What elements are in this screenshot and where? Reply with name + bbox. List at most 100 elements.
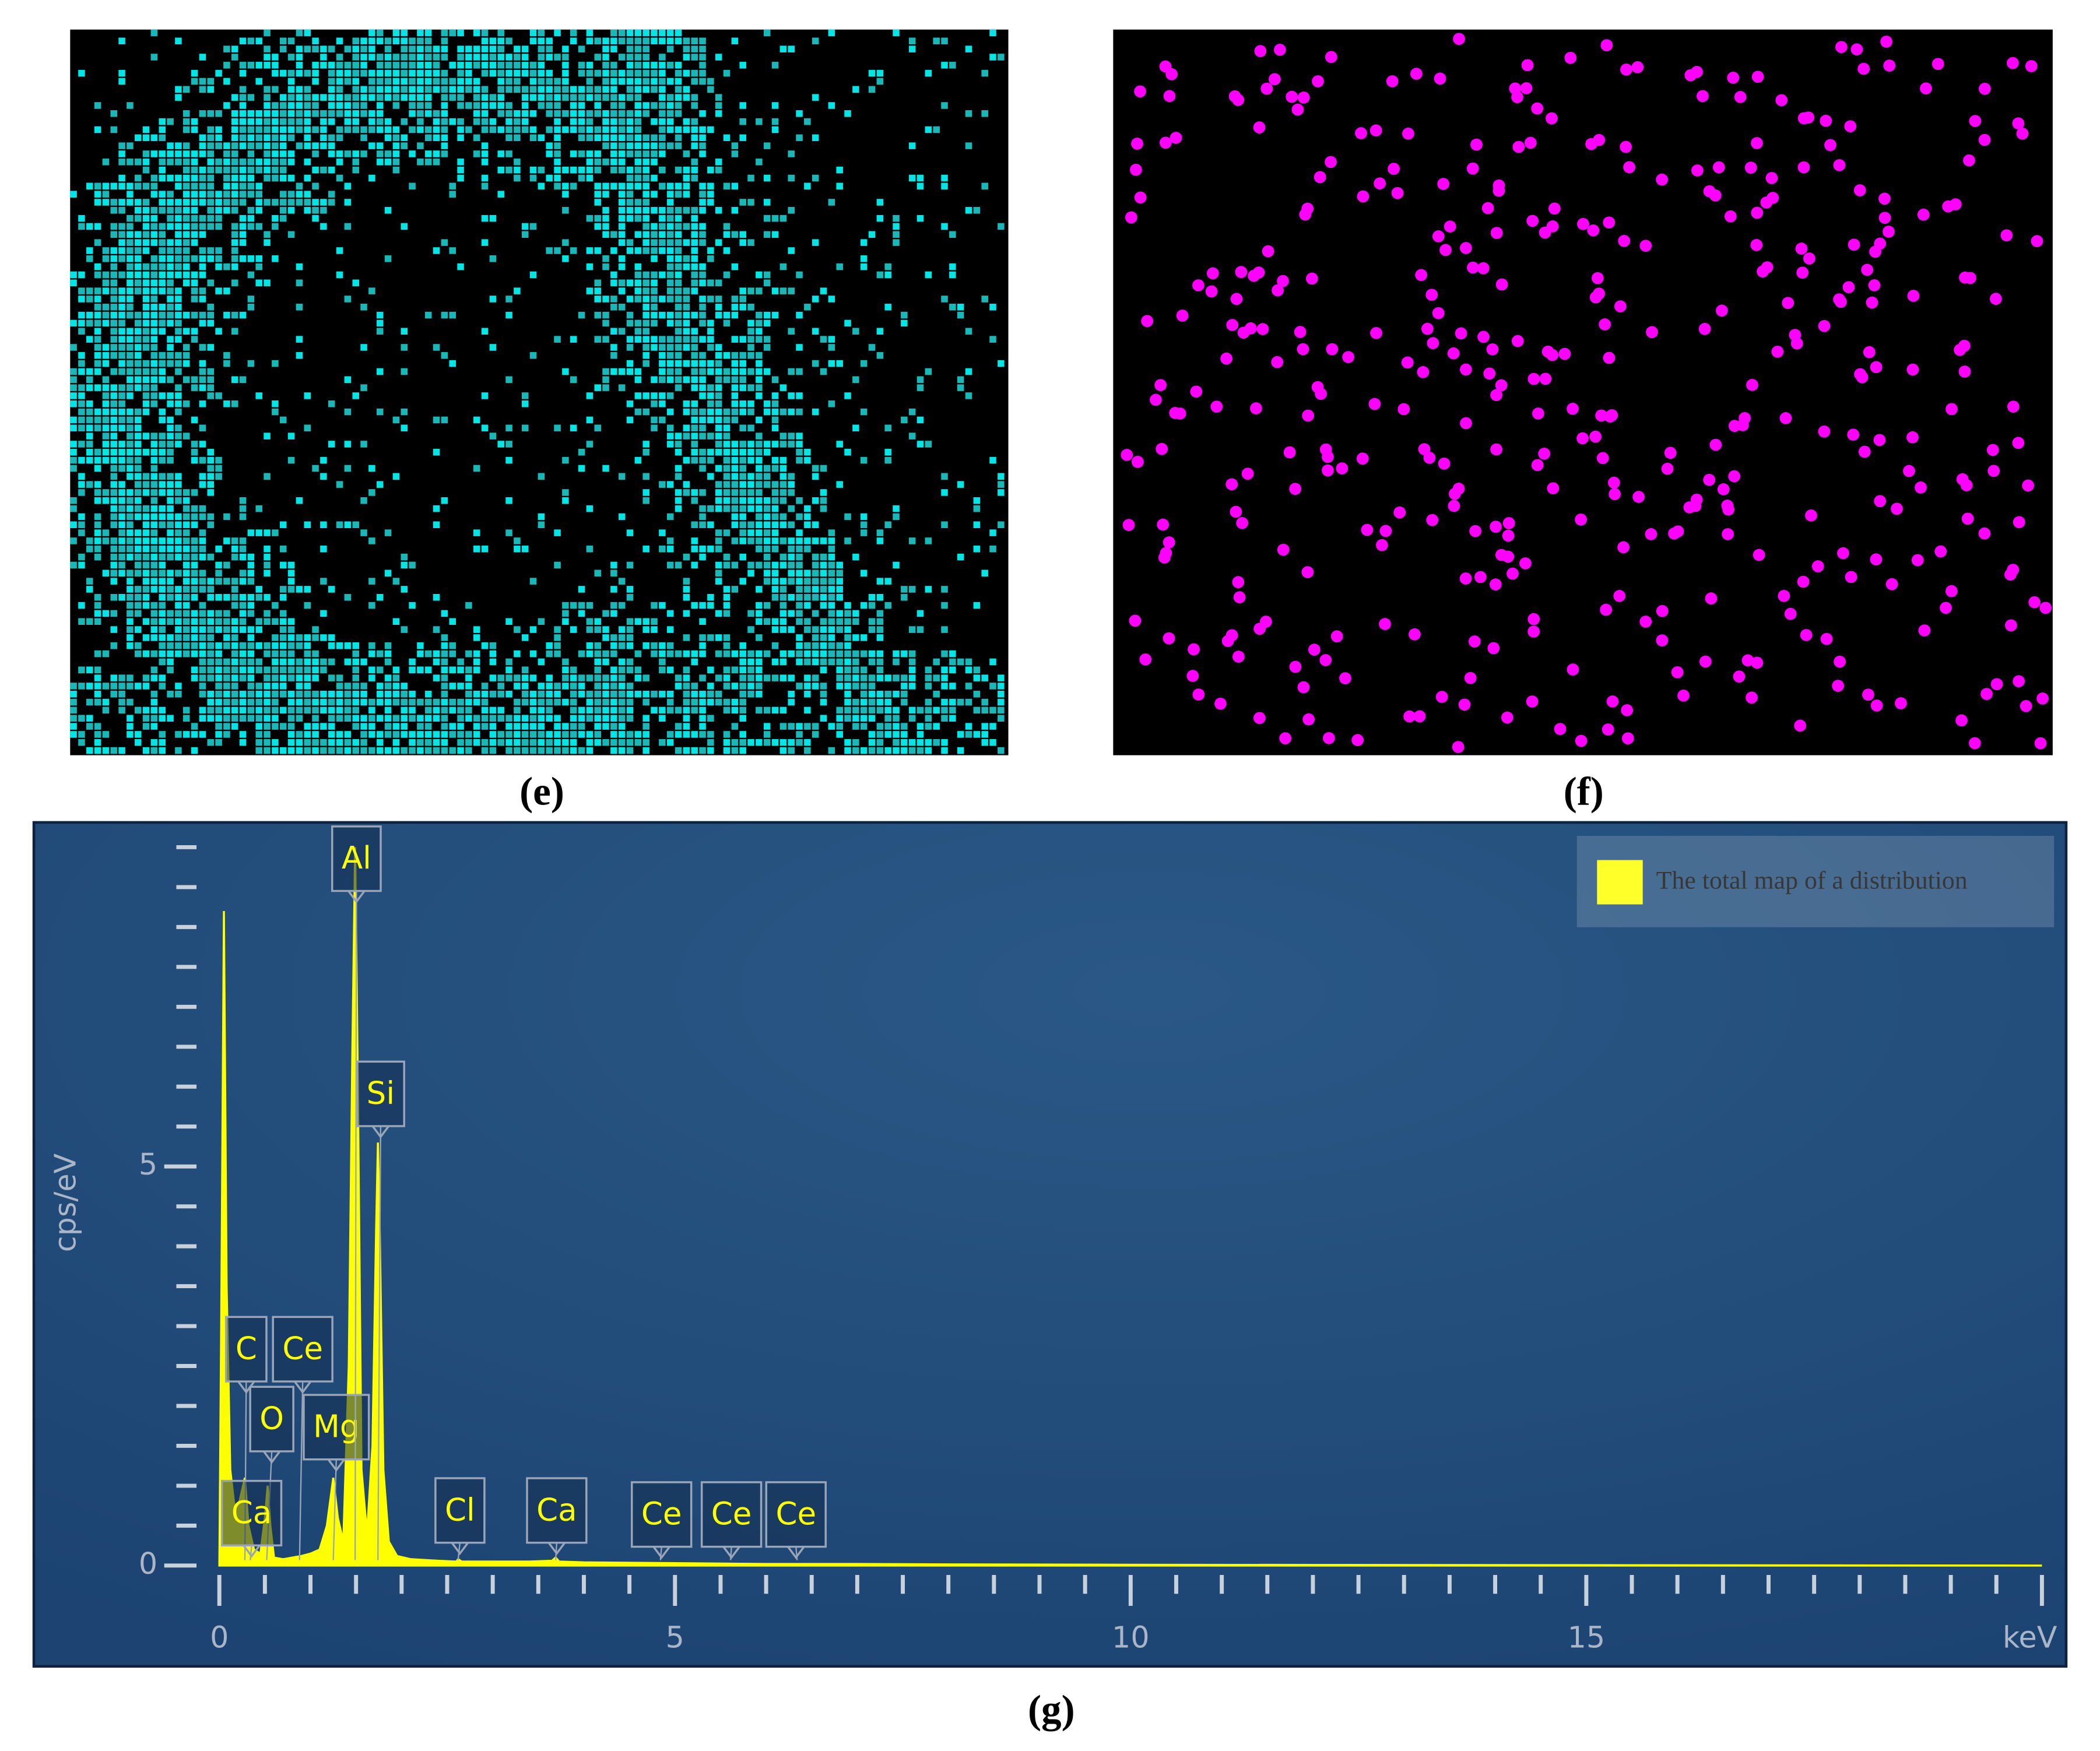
cyan-dot bbox=[94, 328, 101, 335]
cyan-dot bbox=[465, 674, 472, 681]
cyan-dot bbox=[844, 674, 851, 681]
magenta-dot bbox=[1532, 407, 1544, 420]
cyan-dot bbox=[328, 118, 335, 125]
cyan-dot bbox=[239, 134, 247, 142]
cyan-dot bbox=[368, 537, 375, 544]
cyan-dot bbox=[102, 199, 110, 206]
cyan-dot bbox=[368, 142, 375, 149]
cyan-dot bbox=[965, 207, 972, 214]
cyan-dot bbox=[497, 29, 504, 37]
cyan-dot bbox=[602, 94, 609, 101]
cyan-dot bbox=[546, 706, 553, 714]
magenta-dot bbox=[1369, 124, 1382, 137]
cyan-dot bbox=[554, 698, 561, 706]
cyan-dot bbox=[771, 456, 779, 464]
cyan-dot bbox=[142, 247, 150, 254]
cyan-dot bbox=[409, 37, 416, 45]
cyan-dot bbox=[666, 513, 674, 521]
cyan-dot bbox=[207, 110, 215, 117]
cyan-dot bbox=[264, 715, 271, 722]
cyan-dot bbox=[94, 304, 101, 311]
cyan-dot bbox=[239, 118, 247, 125]
magenta-dot bbox=[2013, 675, 2025, 688]
cyan-dot bbox=[231, 223, 238, 230]
cyan-dot bbox=[191, 174, 198, 182]
cyan-dot bbox=[215, 723, 222, 730]
cyan-dot bbox=[763, 344, 771, 351]
cyan-dot bbox=[207, 465, 215, 472]
cyan-dot bbox=[610, 247, 617, 254]
cyan-dot bbox=[836, 658, 843, 666]
cyan-dot bbox=[521, 118, 529, 125]
cyan-dot bbox=[812, 578, 819, 585]
cyan-dot bbox=[320, 456, 327, 464]
cyan-dot bbox=[239, 602, 247, 609]
cyan-dot bbox=[521, 94, 529, 101]
cyan-dot bbox=[175, 594, 182, 601]
cyan-dot bbox=[699, 279, 706, 287]
cyan-dot bbox=[514, 706, 521, 714]
magenta-dot bbox=[1402, 127, 1414, 140]
magenta-dot bbox=[1306, 272, 1318, 285]
cyan-dot bbox=[231, 174, 238, 182]
cyan-dot bbox=[699, 642, 706, 649]
cyan-dot bbox=[127, 215, 134, 222]
cyan-dot bbox=[110, 546, 118, 553]
cyan-dot bbox=[521, 634, 529, 641]
cyan-dot bbox=[142, 400, 150, 407]
cyan-dot bbox=[401, 69, 408, 77]
cyan-dot bbox=[505, 166, 512, 174]
cyan-dot bbox=[279, 134, 287, 142]
cyan-dot bbox=[134, 610, 142, 617]
cyan-dot bbox=[707, 546, 714, 553]
cyan-dot bbox=[691, 441, 698, 448]
cyan-dot bbox=[554, 182, 561, 190]
magenta-dot bbox=[1980, 688, 1993, 700]
cyan-dot bbox=[586, 94, 594, 101]
cyan-dot bbox=[949, 715, 956, 722]
cyan-dot bbox=[70, 521, 77, 529]
magenta-dot bbox=[1968, 737, 1981, 750]
magenta-dot bbox=[1639, 240, 1652, 252]
magenta-dot bbox=[1784, 607, 1797, 620]
cyan-dot bbox=[70, 319, 77, 327]
cyan-dot bbox=[255, 199, 263, 206]
cyan-dot bbox=[747, 691, 754, 698]
cyan-dot bbox=[763, 674, 771, 681]
cyan-dot bbox=[110, 311, 118, 319]
cyan-dot bbox=[659, 344, 666, 351]
cyan-dot bbox=[167, 296, 174, 303]
cyan-dot bbox=[675, 497, 682, 504]
cyan-dot bbox=[127, 223, 134, 230]
cyan-dot bbox=[602, 610, 609, 617]
cyan-dot bbox=[441, 118, 448, 125]
cyan-dot bbox=[279, 37, 287, 45]
cyan-dot bbox=[538, 69, 545, 77]
cyan-dot bbox=[691, 433, 698, 439]
cyan-dot bbox=[182, 166, 190, 174]
cyan-dot bbox=[505, 715, 512, 722]
cyan-dot bbox=[223, 513, 230, 521]
cyan-dot bbox=[683, 166, 690, 174]
cyan-dot bbox=[376, 747, 384, 754]
cyan-dot bbox=[626, 698, 634, 706]
cyan-dot bbox=[191, 537, 198, 544]
magenta-dot bbox=[1439, 244, 1452, 256]
cyan-dot bbox=[465, 78, 472, 85]
cyan-dot bbox=[514, 683, 521, 690]
cyan-dot bbox=[433, 134, 440, 142]
cyan-dot bbox=[376, 481, 384, 488]
cyan-dot bbox=[94, 529, 101, 536]
cyan-dot bbox=[191, 199, 198, 206]
cyan-dot bbox=[150, 150, 158, 157]
cyan-dot bbox=[159, 521, 166, 529]
cyan-dot bbox=[159, 191, 166, 198]
cyan-dot bbox=[142, 481, 150, 488]
cyan-dot bbox=[723, 731, 731, 738]
cyan-dot bbox=[473, 634, 480, 641]
cyan-dot bbox=[191, 384, 198, 391]
cyan-dot bbox=[659, 207, 666, 214]
cyan-dot bbox=[659, 223, 666, 230]
cyan-dot bbox=[965, 731, 972, 738]
cyan-dot bbox=[529, 723, 537, 730]
